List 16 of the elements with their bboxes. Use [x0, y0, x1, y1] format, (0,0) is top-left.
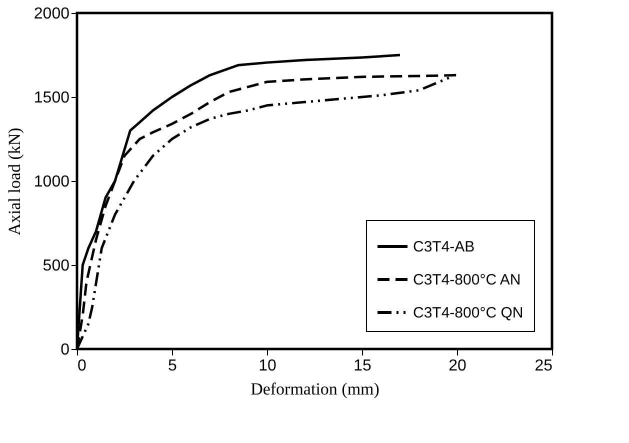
legend-label: C3T4-800°C QN — [413, 304, 524, 322]
x-axis-title: Deformation (mm) — [250, 380, 380, 398]
x-tick-label: 10 — [258, 358, 276, 374]
legend-label: C3T4-800°C AN — [413, 272, 521, 288]
y-tick-label: 1500 — [34, 90, 70, 106]
y-tick-label: 500 — [42, 258, 70, 274]
legend-label: C3T4-AB — [413, 238, 475, 256]
x-tick-label: 15 — [354, 358, 372, 374]
y-tick-label: 0 — [60, 342, 70, 358]
y-axis-title: Axial load (kN) — [4, 128, 24, 236]
x-tick-label: 25 — [534, 358, 553, 374]
y-tick-label: 2000 — [34, 6, 70, 22]
x-tick-label: 20 — [448, 358, 466, 374]
x-tick-label: 5 — [168, 358, 178, 374]
y-tick-label: 1000 — [34, 174, 70, 190]
x-tick-label: 0 — [78, 358, 86, 374]
